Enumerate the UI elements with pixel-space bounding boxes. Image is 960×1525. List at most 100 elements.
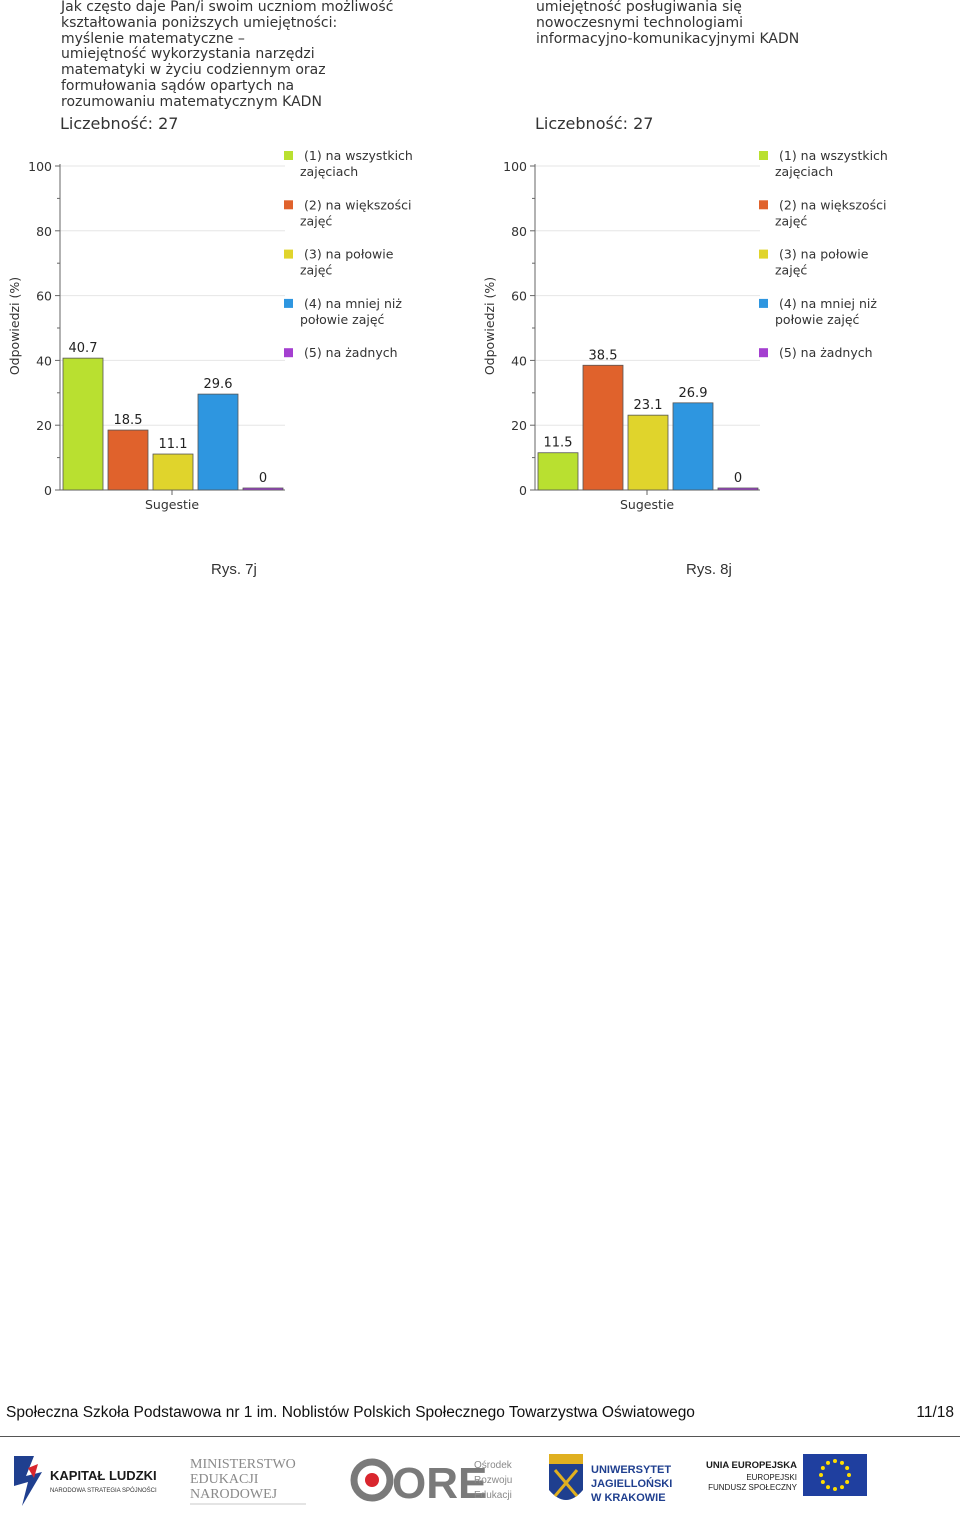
y-tick-label: 0	[519, 483, 527, 498]
kapital-title: KAPITAŁ LUDZKI	[50, 1468, 157, 1483]
eu-star	[833, 1459, 837, 1463]
bar	[717, 487, 759, 491]
legend-label: (4) na mniej niż	[779, 296, 877, 311]
legend-swatch	[284, 200, 293, 210]
bar	[152, 453, 194, 491]
y-tick-label: 60	[36, 289, 52, 304]
legend-swatch	[759, 348, 768, 358]
bar	[672, 402, 714, 491]
ore-line2: Rozwoju	[474, 1475, 512, 1486]
ore-line3: Edukacji	[474, 1490, 512, 1501]
ore-ring-icon	[350, 1458, 394, 1502]
chart-rys-8j: umiejętność posługiwania się nowoczesnym…	[475, 0, 945, 520]
bar-value-label: 0	[734, 471, 742, 486]
eu-star	[845, 1480, 850, 1484]
kapital-ludzki-logo: KAPITAŁ LUDZKI NARODOWA STRATEGIA SPÓJNO…	[14, 1456, 157, 1506]
y-tick-label: 80	[36, 224, 52, 239]
bar	[62, 357, 104, 491]
chart-plot: 0 20 40 60 80 100 Sugestie Odpowiedzi (%) 11.5 38…	[482, 148, 888, 512]
ore-logo: ORE Ośrodek Rozwoju Edukacji	[350, 1458, 513, 1508]
uj-key-icon	[553, 1469, 579, 1497]
legend-label: połowie zajęć	[300, 312, 385, 327]
chart-count: Liczebność: 27	[535, 114, 654, 133]
bar-value-label: 29.6	[204, 377, 233, 392]
x-axis-label: Sugestie	[620, 497, 674, 512]
legend-label: połowie zajęć	[775, 312, 860, 327]
eu-star	[820, 1466, 825, 1470]
y-tick-label: 100	[503, 159, 527, 174]
bar-value-label: 26.9	[679, 386, 708, 401]
legend-label: (5) na żadnych	[304, 345, 398, 360]
uj-line1: UNIWERSYTET	[591, 1464, 671, 1476]
legend-swatch	[759, 298, 768, 308]
x-axis-label: Sugestie	[145, 497, 199, 512]
ue-logo: UNIA EUROPEJSKA EUROPEJSKI FUNDUSZ SPOŁE…	[706, 1454, 867, 1496]
legend-label: (2) na większości	[304, 197, 411, 212]
legend-swatch	[284, 151, 293, 160]
y-tick-label: 20	[511, 418, 527, 433]
uj-line3: W KRAKOWIE	[591, 1492, 666, 1504]
y-axis-label: Odpowiedzi (%)	[482, 277, 497, 375]
kapital-subtitle: NARODOWA STRATEGIA SPÓJNOŚCI	[50, 1486, 157, 1494]
eu-star	[826, 1460, 830, 1465]
legend-label: zajęć	[300, 263, 332, 278]
eu-star	[820, 1480, 825, 1484]
y-tick-label: 60	[511, 289, 527, 304]
bar	[582, 364, 624, 491]
uj-crown-icon	[549, 1454, 583, 1464]
eu-star	[840, 1460, 844, 1465]
chart-title: umiejętność posługiwania się nowoczesnym…	[536, 0, 800, 47]
ue-line1: UNIA EUROPEJSKA	[706, 1460, 797, 1471]
legend-swatch	[284, 249, 293, 259]
bar-value-label: 11.5	[544, 436, 573, 451]
legend-label: zajęciach	[300, 164, 358, 179]
y-tick-label: 20	[36, 418, 52, 433]
kapital-star-icon	[14, 1456, 42, 1506]
legend-label: zajęć	[775, 263, 807, 278]
figure-caption: Rys. 8j	[686, 561, 732, 578]
men-line1: MINISTERSTWO	[190, 1457, 296, 1472]
legend-swatch	[284, 298, 293, 308]
chart-rys-7j: Jak często daje Pan/i swoim uczniom możl…	[0, 0, 470, 520]
bar-value-label: 18.5	[114, 413, 143, 428]
chart-plot: 0 20 40 60 80 100 Sugestie Odpowiedzi (%) 40.7 18…	[7, 148, 413, 512]
legend-label: (3) na połowie	[304, 247, 394, 262]
ue-line3: FUNDUSZ SPOŁECZNY	[708, 1483, 798, 1492]
uj-logo: UNIWERSYTET JAGIELLOŃSKI W KRAKOWIE	[549, 1454, 672, 1504]
eu-star	[840, 1485, 844, 1490]
legend-label: zajęciach	[775, 164, 833, 179]
eu-star	[819, 1473, 823, 1477]
bar	[197, 393, 239, 491]
y-axis-label: Odpowiedzi (%)	[7, 277, 22, 375]
legend-swatch	[759, 249, 768, 259]
men-line2: EDUKACJI	[190, 1472, 259, 1487]
chart-count: Liczebność: 27	[60, 114, 179, 133]
legend-label: (3) na połowie	[779, 247, 869, 262]
bar	[627, 414, 669, 491]
eu-star	[845, 1466, 850, 1470]
bar-value-label: 0	[259, 471, 267, 486]
ue-line2: EUROPEJSKI	[746, 1473, 797, 1482]
y-tick-label: 40	[511, 353, 527, 368]
y-tick-label: 100	[28, 159, 52, 174]
legend-label: zajęć	[300, 213, 332, 228]
bar-value-label: 23.1	[634, 398, 663, 413]
men-line3: NARODOWEJ	[190, 1487, 278, 1502]
y-tick-label: 80	[511, 224, 527, 239]
bar	[242, 487, 284, 491]
y-tick-label: 40	[36, 353, 52, 368]
eu-stars-icon	[819, 1459, 851, 1491]
figure-caption: Rys. 7j	[211, 561, 257, 578]
eu-star	[833, 1487, 837, 1491]
ore-line1: Ośrodek	[474, 1460, 513, 1471]
legend-swatch	[284, 348, 293, 358]
kapital-accent-icon	[28, 1464, 38, 1478]
legend-label: (4) na mniej niż	[304, 296, 402, 311]
eu-star	[847, 1473, 851, 1477]
legend-swatch	[759, 151, 768, 160]
bar-value-label: 38.5	[589, 348, 618, 363]
legend-label: (1) na wszystkich	[304, 148, 413, 163]
legend-label: (2) na większości	[779, 197, 886, 212]
footer-page-number: 11/18	[916, 1404, 954, 1421]
legend-label: zajęć	[775, 213, 807, 228]
